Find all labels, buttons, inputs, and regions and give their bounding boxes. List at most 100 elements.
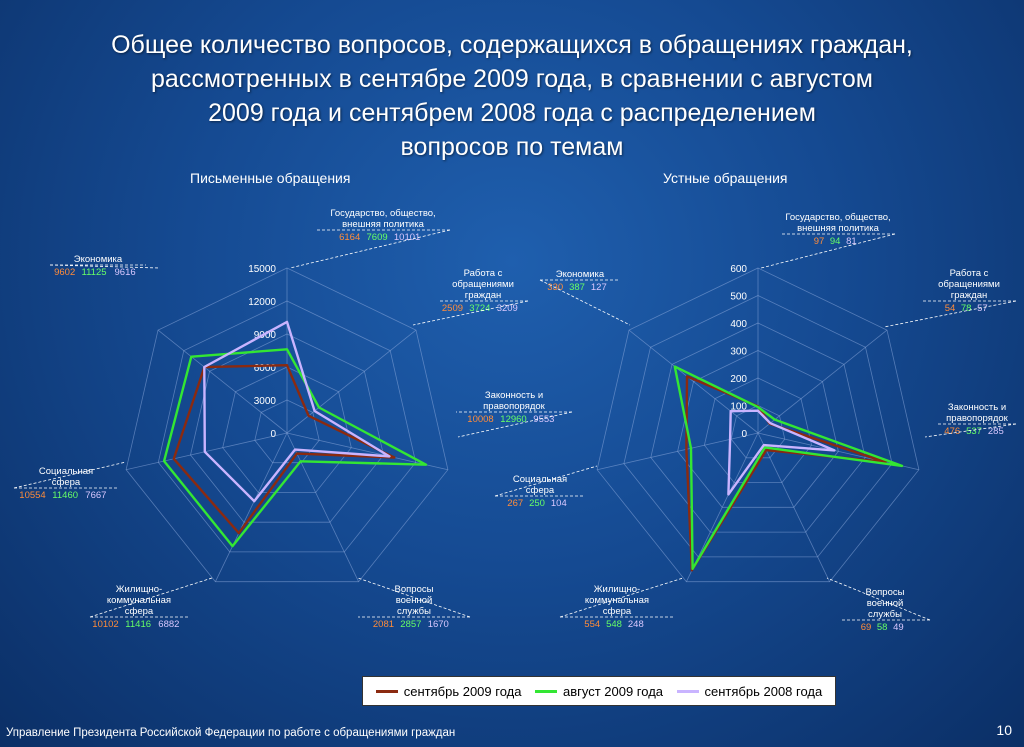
data-label: 7609 (367, 232, 388, 243)
leader-line (924, 423, 1017, 438)
category-label: военной (396, 595, 433, 606)
tick-label: 600 (730, 264, 747, 275)
data-label: 94 (830, 236, 841, 247)
category-label: коммунальная (107, 595, 171, 606)
title-line: вопросов по темам (400, 133, 624, 161)
tick-label: 200 (730, 374, 747, 385)
footer-text: Управление Президента Российской Федерац… (6, 727, 456, 739)
category-label: внешняя политика (342, 219, 424, 230)
data-label: 2857 (400, 619, 421, 630)
category-label: сфера (52, 477, 81, 488)
series-line (162, 348, 428, 548)
data-label: 10101 (394, 232, 420, 243)
data-label: 476 (944, 426, 960, 437)
data-label: 6882 (158, 619, 179, 630)
grid-ring (623, 295, 893, 558)
leader-line (49, 264, 161, 269)
grid-spoke (628, 329, 759, 434)
chart-title-oral: Устные обращения (663, 170, 788, 186)
category-label: Социальная (39, 466, 93, 477)
tick-label: 15000 (248, 264, 276, 275)
data-label: 285 (988, 426, 1004, 437)
legend-swatch (534, 689, 557, 693)
category-label: правопорядок (946, 413, 1009, 424)
leader-line (883, 300, 1017, 328)
grid-ring (125, 267, 449, 583)
legend-swatch (375, 689, 398, 693)
tick-label: 500 (730, 292, 747, 303)
tick-label: 9000 (254, 330, 277, 341)
category-label: Экономика (556, 269, 605, 280)
data-label: 12960 (500, 414, 526, 425)
data-label: 6164 (339, 232, 360, 243)
page-number: 10 (996, 722, 1012, 738)
data-label: 97 (814, 236, 825, 247)
tick-label: 3000 (254, 396, 277, 407)
legend-item: сентябрь 2008 года (676, 683, 823, 699)
grid-ring (596, 267, 920, 583)
tick-label: 100 (730, 402, 747, 413)
series-line (685, 375, 887, 572)
tick-label: 0 (270, 429, 276, 440)
category-label: Социальная (513, 474, 567, 485)
grid-spoke (757, 329, 888, 434)
leader-line (559, 577, 684, 618)
data-label: 548 (606, 619, 622, 630)
data-label: 267 (507, 498, 523, 509)
data-label: 537 (966, 426, 982, 437)
category-label: Жилищно- (116, 584, 162, 595)
grid-spoke (757, 432, 830, 582)
category-label: военной (867, 598, 904, 609)
series-line (172, 364, 396, 535)
category-label: коммунальная (585, 595, 649, 606)
leader-line (412, 300, 529, 326)
legend-label: август 2009 года (562, 683, 664, 699)
tick-label: 400 (730, 319, 747, 330)
leader-line (826, 577, 931, 621)
grid-spoke (126, 432, 288, 471)
category-label: Государство, общество, (785, 212, 890, 223)
category-label: Вопросы (395, 584, 434, 595)
data-label: 69 (861, 622, 872, 633)
data-label: 78 (961, 303, 972, 314)
data-label: 10102 (92, 619, 118, 630)
legend-swatch (676, 689, 699, 693)
category-label: сфера (603, 606, 632, 617)
legend-item: август 2009 года (534, 683, 664, 699)
grid-ring (650, 322, 866, 533)
category-label: сфера (125, 606, 154, 617)
leader-line (457, 411, 573, 438)
data-label: 2509 (442, 303, 463, 314)
data-label: 250 (529, 498, 545, 509)
grid-spoke (286, 432, 359, 582)
data-label: 10554 (19, 490, 45, 501)
legend-label: сентябрь 2008 года (704, 683, 823, 699)
chart-title-written: Письменные обращения (190, 170, 351, 186)
category-label: сфера (526, 485, 555, 496)
category-label: Законность и (948, 402, 1006, 413)
grid-ring (222, 366, 352, 493)
legend-label: сентябрь 2009 года (403, 683, 522, 699)
data-label: 127 (591, 282, 607, 293)
data-label: 10008 (467, 414, 493, 425)
grid-ring (677, 350, 839, 508)
leader-line (89, 577, 213, 618)
title-line: Общее количество вопросов, содержащихся … (111, 31, 913, 59)
data-label: 11125 (82, 267, 107, 278)
category-label: Законность и (485, 390, 543, 401)
grid-ring (703, 377, 813, 484)
data-label: 49 (893, 622, 904, 633)
legend: сентябрь 2009 года август 2009 года сент… (362, 676, 836, 706)
grid-ring (190, 333, 384, 523)
data-label: 387 (569, 282, 585, 293)
data-label: 3724 (469, 303, 490, 314)
category-label: внешняя политика (797, 223, 879, 234)
data-label: 9602 (54, 267, 75, 278)
title-line: 2009 года и сентябрем 2008 года с распре… (208, 99, 816, 127)
tick-label: 300 (730, 347, 747, 358)
data-label: 9553 (533, 414, 554, 425)
category-label: службы (868, 609, 902, 620)
data-label: 554 (584, 619, 600, 630)
data-label: 11460 (52, 490, 78, 501)
